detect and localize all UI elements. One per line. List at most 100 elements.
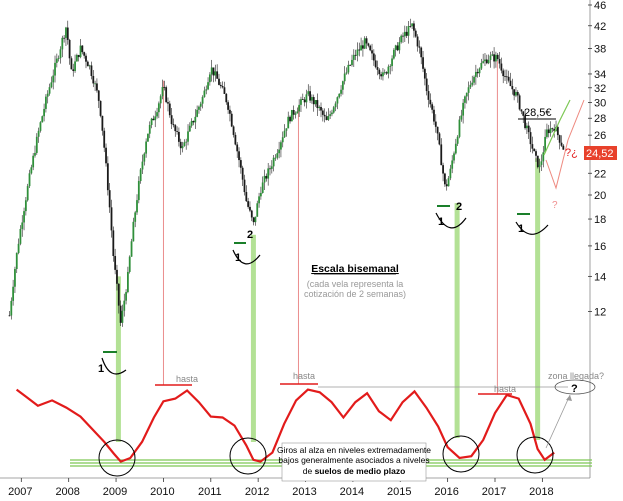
- swing-band: [115, 276, 121, 442]
- candle-body: [296, 111, 299, 114]
- candle-body: [101, 115, 104, 131]
- candle-body: [219, 84, 222, 87]
- candle-body: [256, 203, 259, 217]
- candle-body: [340, 89, 342, 94]
- candle-body: [28, 173, 31, 187]
- swing-band: [454, 203, 460, 438]
- candle-body: [10, 300, 13, 316]
- swing-arrow-2011: [232, 249, 261, 265]
- candle-body: [493, 54, 495, 62]
- candle-body: [443, 173, 446, 185]
- candle-body: [423, 68, 426, 79]
- y-tick-label: 18: [594, 214, 606, 226]
- candle-body: [531, 144, 534, 149]
- candle-body: [374, 60, 377, 68]
- oscillator-trough-circle-3: [442, 435, 480, 473]
- candle-body: [409, 26, 412, 27]
- candle-body: [420, 47, 423, 58]
- forecast-green-line: [543, 99, 571, 156]
- candle-body: [61, 37, 64, 50]
- candle-body: [513, 89, 516, 96]
- candle-body: [103, 130, 106, 148]
- candle-body: [533, 148, 536, 152]
- forecast-question-faint: ?: [552, 200, 558, 211]
- candle-body: [535, 151, 537, 156]
- candle-body: [402, 35, 404, 37]
- candle-body: [538, 164, 541, 168]
- y-tick-label: 34: [594, 69, 606, 81]
- candle-body: [8, 315, 11, 317]
- candle-body: [161, 87, 164, 97]
- candle-body: [451, 160, 454, 169]
- candle-body: [467, 87, 470, 93]
- candle-body: [336, 97, 339, 104]
- candle-body: [349, 64, 352, 66]
- candle-body: [232, 126, 235, 135]
- candle-body: [433, 109, 435, 122]
- oscillator-line: [15, 388, 555, 463]
- candle-body: [163, 87, 166, 88]
- candle-body: [403, 31, 406, 37]
- candle-body: [192, 120, 195, 123]
- last-price-badge: [584, 146, 617, 160]
- candle-body: [250, 210, 253, 218]
- candle-body: [542, 152, 545, 162]
- candle-body: [75, 55, 78, 62]
- giros-note-line2: bajos generalmente asociados a niveles: [278, 455, 429, 465]
- candle-body: [259, 192, 262, 197]
- candle-body: [391, 58, 393, 66]
- candle-body: [518, 95, 521, 110]
- candle-body: [556, 126, 559, 136]
- candle-body: [85, 55, 87, 62]
- candle-body: [247, 201, 250, 207]
- forecast-red-line: [545, 99, 585, 190]
- hasta-label-3: hasta: [494, 384, 516, 394]
- x-tick-label: 2013: [292, 486, 316, 498]
- candle-body: [290, 110, 293, 122]
- swing-band: [250, 234, 256, 442]
- zona-llegada-arrow: [545, 394, 571, 449]
- candle-body: [126, 271, 129, 293]
- candle-body: [392, 49, 395, 59]
- candle-body: [170, 115, 173, 125]
- candle-body: [347, 64, 350, 73]
- candle-body: [154, 116, 157, 121]
- y-tick-label: 46: [594, 0, 606, 12]
- candle-body: [125, 292, 127, 301]
- candle-body: [547, 129, 550, 134]
- candle-body: [34, 152, 36, 156]
- x-tick-label: 2016: [434, 486, 458, 498]
- candle-body: [94, 83, 97, 85]
- candle-body: [168, 103, 171, 116]
- candle-body: [88, 65, 91, 67]
- candle-body: [119, 305, 122, 323]
- swing-number-1d: 1: [518, 223, 524, 235]
- candle-body: [429, 99, 432, 105]
- candle-body: [345, 72, 348, 74]
- candle-body: [507, 76, 510, 81]
- candle-body: [216, 71, 219, 79]
- hasta-label-2: hasta: [293, 371, 315, 381]
- candle-body: [358, 49, 361, 51]
- swing-number-1b: 1: [235, 252, 241, 264]
- candle-body: [43, 108, 45, 117]
- candle-body: [389, 65, 392, 67]
- candle-body: [372, 53, 375, 61]
- candle-body: [106, 163, 109, 191]
- candle-body: [431, 104, 434, 110]
- candle-body: [207, 82, 209, 90]
- candle-body: [363, 38, 366, 49]
- swing-marker-2011: 1 2: [232, 229, 261, 265]
- candle-body: [329, 114, 332, 116]
- candle-body: [314, 100, 317, 105]
- candle-body: [198, 106, 200, 110]
- candle-body: [362, 45, 364, 49]
- candle-body: [460, 115, 463, 120]
- candle-body: [442, 165, 444, 174]
- candle-body: [46, 93, 49, 97]
- candle-body: [471, 82, 474, 85]
- candle-body: [230, 113, 233, 127]
- x-tick-label: 2011: [198, 486, 222, 498]
- candle-body: [77, 55, 80, 58]
